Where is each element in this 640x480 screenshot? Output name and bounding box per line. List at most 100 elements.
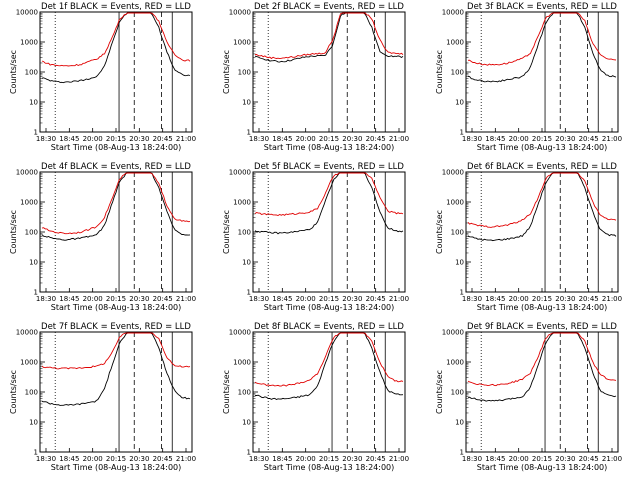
y-tick-label: 1 [34,449,38,457]
y-tick-label: 1000 [233,39,251,47]
x-tick-label: 20:00 [83,295,103,303]
y-tick-label: 100 [451,69,464,77]
chart-title: Det 8f BLACK = Events, RED = LLD [254,322,404,332]
y-tick-label: 10 [29,419,38,427]
y-tick-label: 100 [238,389,251,397]
x-tick-label: 20:45 [153,295,173,303]
events-series-line [467,12,617,83]
y-tick-label: 1 [460,449,464,457]
x-tick-label: 20:45 [153,135,173,143]
x-tick-label: 18:30 [36,295,56,303]
x-axis-label: Start Time (08-Aug-13 18:24:00) [477,143,608,152]
y-tick-label: 1000 [20,359,38,367]
y-tick-label: 1 [247,449,251,457]
x-tick-label: 20:15 [319,295,339,303]
y-axis-label: Counts/sec [435,210,444,254]
events-series-line [254,12,404,63]
x-tick-label: 20:30 [129,135,149,143]
x-tick-label: 20:45 [366,455,386,463]
x-tick-label: 20:00 [509,135,529,143]
x-tick-label: 21:00 [176,295,196,303]
chart-panel: Det 1f BLACK = Events, RED = LLD 1 10 100 10… [9,2,196,152]
y-tick-label: 10 [29,99,38,107]
lld-series-line [467,172,617,228]
x-tick-label: 20:30 [555,135,575,143]
x-tick-label: 20:15 [319,455,339,463]
y-tick-label: 10000 [16,329,38,337]
y-tick-label: 10 [455,259,464,267]
y-tick-label: 100 [451,389,464,397]
x-tick-label: 20:30 [342,295,362,303]
x-axis-label: Start Time (08-Aug-13 18:24:00) [264,303,395,312]
x-tick-label: 21:00 [176,135,196,143]
y-tick-label: 100 [25,229,38,237]
y-tick-label: 1 [247,289,251,297]
x-tick-label: 20:45 [153,455,173,463]
lld-series-line [41,12,191,67]
x-axis-label: Start Time (08-Aug-13 18:24:00) [477,463,608,472]
chart-title: Det 5f BLACK = Events, RED = LLD [254,162,404,172]
y-tick-label: 100 [238,69,251,77]
x-tick-label: 21:00 [389,295,409,303]
y-tick-label: 1 [460,129,464,137]
y-tick-label: 1000 [20,199,38,207]
x-tick-label: 20:00 [83,135,103,143]
y-tick-label: 10 [455,419,464,427]
x-tick-label: 18:45 [272,295,292,303]
chart-panel: Det 5f BLACK = Events, RED = LLD 1 10 100 10… [222,162,409,312]
x-tick-label: 20:30 [555,295,575,303]
plot-frame [39,11,193,133]
plot-frame [465,11,619,133]
chart-title: Det 4f BLACK = Events, RED = LLD [41,162,191,172]
x-tick-label: 20:00 [509,455,529,463]
x-tick-label: 18:45 [59,135,79,143]
x-tick-label: 20:15 [106,135,126,143]
x-tick-label: 18:30 [249,455,269,463]
x-axis-label: Start Time (08-Aug-13 18:24:00) [51,143,182,152]
y-tick-label: 10000 [442,329,464,337]
x-tick-label: 20:45 [579,135,599,143]
x-axis-label: Start Time (08-Aug-13 18:24:00) [264,463,395,472]
chart-title: Det 9f BLACK = Events, RED = LLD [467,322,617,332]
y-tick-label: 10 [29,259,38,267]
x-tick-label: 20:15 [319,135,339,143]
y-tick-label: 10000 [229,169,251,177]
x-tick-label: 21:00 [389,135,409,143]
plot-frame [39,331,193,453]
events-series-line [467,332,617,402]
events-series-line [41,12,191,84]
x-tick-label: 21:00 [602,135,622,143]
x-tick-label: 20:30 [342,455,362,463]
x-tick-label: 21:00 [389,455,409,463]
x-tick-label: 20:00 [509,295,529,303]
y-tick-label: 10000 [229,9,251,17]
y-axis-label: Counts/sec [222,370,231,414]
lld-series-line [254,172,404,216]
x-tick-label: 18:45 [485,455,505,463]
events-series-line [254,332,404,401]
events-series-line [41,332,191,406]
y-tick-label: 10000 [442,9,464,17]
lld-series-line [41,332,191,370]
x-tick-label: 18:45 [59,295,79,303]
x-tick-label: 18:45 [485,295,505,303]
y-tick-label: 100 [25,69,38,77]
y-tick-label: 1000 [446,199,464,207]
x-tick-label: 20:30 [342,135,362,143]
plot-frame [252,331,406,453]
y-tick-label: 10 [242,259,251,267]
y-tick-label: 10 [455,99,464,107]
x-tick-label: 20:30 [129,455,149,463]
x-tick-label: 20:00 [83,455,103,463]
y-tick-label: 1000 [20,39,38,47]
chart-panel: Det 9f BLACK = Events, RED = LLD 1 10 100 10… [435,322,622,472]
y-tick-label: 100 [451,229,464,237]
y-tick-label: 10000 [229,329,251,337]
lld-series-line [254,332,404,387]
x-tick-label: 20:00 [296,455,316,463]
y-tick-label: 10000 [442,169,464,177]
x-tick-label: 20:00 [296,135,316,143]
chart-panel: Det 7f BLACK = Events, RED = LLD 1 10 100 10… [9,322,196,472]
y-tick-label: 100 [238,229,251,237]
